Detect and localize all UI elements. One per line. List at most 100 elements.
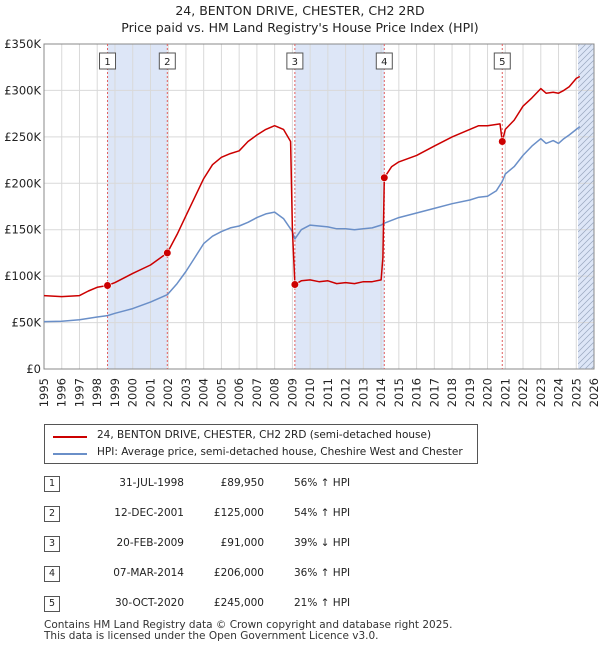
hatch-line (578, 137, 595, 155)
sale-label-text: 5 (499, 57, 505, 68)
row-hpi-delta: 21% ↑ HPI (294, 597, 351, 609)
hatch-line (578, 155, 595, 173)
table-row: 5 30-OCT-2020 £245,000 21% ↑ HPI (44, 596, 564, 614)
hatch-line (584, 359, 595, 369)
plot-frame (43, 43, 595, 370)
hatch-line (578, 323, 595, 341)
hatch-line (578, 215, 595, 233)
price-chart: 1 2 3 4 5 £0 £50K £100K £150K £200K £250K £300K £35… (4, 37, 600, 407)
x-tick-label: 2016 (410, 378, 424, 407)
x-tick-label: 2015 (392, 378, 406, 407)
sale-point (290, 280, 299, 289)
table-row: 2 12-DEC-2001 £125,000 54% ↑ HPI (44, 506, 564, 524)
sale-label-text: 3 (292, 57, 298, 68)
chart-title: 24, BENTON DRIVE, CHESTER, CH2 2RD (175, 3, 425, 18)
footer-license: This data is licensed under the Open Gov… (44, 630, 379, 642)
hatch-line (578, 233, 595, 251)
hatch-line (578, 203, 595, 221)
x-tick-label: 2004 (197, 378, 211, 407)
row-price: £125,000 (213, 507, 264, 519)
x-tick-label: 2023 (534, 378, 548, 407)
chart-subtitle: Price paid vs. HM Land Registry's House … (121, 20, 479, 35)
y-tick-label: £350K (4, 37, 41, 51)
x-tick-label: 2007 (250, 378, 264, 407)
x-tick-label: 2019 (463, 378, 477, 407)
sale-label-box (99, 52, 117, 70)
hatch-line (578, 263, 595, 281)
x-tick-label: 1999 (108, 378, 122, 407)
y-tick-label: £100K (4, 269, 41, 283)
hatch-line (578, 221, 595, 239)
x-tick-label: 2026 (587, 378, 600, 407)
footer-copyright: Contains HM Land Registry data © Crown c… (44, 619, 453, 631)
shaded-period (294, 44, 385, 369)
x-tick-label: 2021 (498, 378, 512, 407)
x-tick-label: 2010 (303, 378, 317, 407)
table-row: 3 20-FEB-2009 £91,000 39% ↓ HPI (44, 536, 564, 554)
x-tick-label: 1997 (72, 378, 86, 407)
hatch-line (578, 197, 595, 215)
series-lines (43, 75, 581, 323)
y-tick-label: £150K (4, 223, 41, 237)
x-tick-label: 2024 (552, 378, 566, 407)
hatch-line (578, 335, 595, 353)
sale-point (103, 281, 112, 290)
hatch-line (578, 281, 595, 299)
shaded-period (107, 44, 168, 369)
hatch-line (578, 179, 595, 197)
x-tick-label: 2001 (143, 378, 157, 407)
table-row: 1 31-JUL-1998 £89,950 56% ↑ HPI (44, 476, 564, 494)
hatch-line (578, 131, 595, 149)
row-hpi-delta: 54% ↑ HPI (294, 507, 351, 519)
row-price: £91,000 (220, 537, 264, 549)
y-tick-label: £50K (12, 316, 42, 330)
row-date: 12-DEC-2001 (114, 507, 184, 519)
hpi-line (43, 126, 581, 323)
x-tick-label: 2020 (481, 378, 495, 407)
row-number: 1 (44, 476, 60, 492)
x-tick-label: 2011 (321, 378, 335, 407)
x-tick-label: 2003 (179, 378, 193, 407)
sale-points (103, 137, 507, 290)
hatch-line (578, 347, 595, 365)
sale-label-box (286, 52, 304, 70)
x-tick-label: 2006 (232, 378, 246, 407)
hatch-line (578, 95, 595, 113)
row-price: £89,950 (220, 477, 264, 489)
row-number: 4 (44, 566, 60, 582)
row-hpi-delta: 56% ↑ HPI (294, 477, 351, 489)
row-number: 2 (44, 506, 60, 522)
sale-label-text: 4 (381, 57, 387, 68)
x-tick-label: 2013 (356, 378, 370, 407)
hatch-line (578, 89, 595, 107)
hatch-line (578, 227, 595, 245)
legend-label-property: 24, BENTON DRIVE, CHESTER, CH2 2RD (semi… (97, 429, 432, 441)
y-tick-label: £300K (4, 83, 41, 97)
hatch-line (578, 311, 595, 329)
x-axis-ticks: 1995 1996 1997 1998 1999 2000 2001 2002 2003 2004… (37, 378, 600, 407)
sale-point (380, 173, 389, 182)
hatch-line (578, 143, 595, 161)
row-hpi-delta: 39% ↓ HPI (294, 537, 351, 549)
hatch-line (578, 353, 595, 369)
hatch-line (578, 113, 595, 131)
sale-label-text: 2 (164, 57, 170, 68)
x-tick-label: 1995 (37, 378, 51, 407)
hatch-line (578, 299, 595, 317)
row-date: 31-JUL-1998 (119, 477, 184, 489)
row-hpi-delta: 36% ↑ HPI (294, 567, 351, 579)
row-number: 5 (44, 596, 60, 612)
x-tick-label: 2012 (339, 378, 353, 407)
legend-swatch-property (53, 436, 87, 438)
row-price: £245,000 (213, 597, 264, 609)
property-price-line (43, 75, 581, 298)
row-date: 20-FEB-2009 (116, 537, 184, 549)
hatch-line (578, 185, 595, 203)
hatch-line (578, 44, 593, 59)
hatch-line (578, 275, 595, 293)
sale-label-box (158, 52, 176, 70)
sale-label-text: 1 (104, 57, 110, 68)
x-tick-label: 2002 (161, 378, 175, 407)
hatch-line (578, 251, 595, 269)
x-tick-label: 1998 (90, 378, 104, 407)
